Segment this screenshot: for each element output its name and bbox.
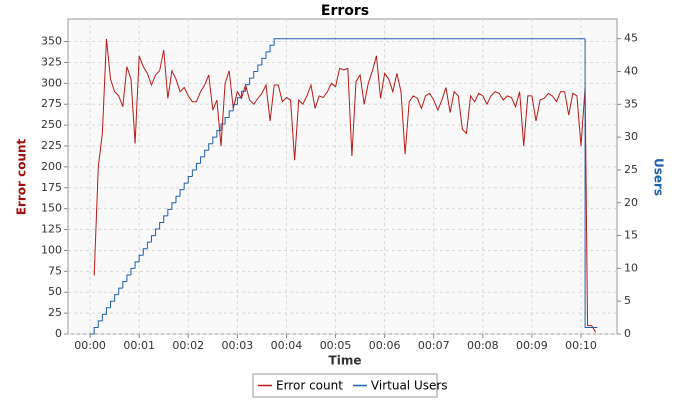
step-segment <box>200 156 205 164</box>
step-segment <box>155 228 160 236</box>
step-segment <box>101 313 107 321</box>
x-tick-label: 00:06 <box>369 339 401 352</box>
x-tick-label: 00:03 <box>222 339 254 352</box>
step-segment <box>183 182 189 190</box>
x-tick-label: 00:07 <box>418 339 450 352</box>
y-tick-label: 300 <box>41 76 62 89</box>
y2-tick-label: 25 <box>624 163 638 176</box>
step-segment <box>97 320 103 328</box>
plot-area <box>67 18 618 335</box>
step-segment <box>249 77 254 85</box>
y2-tick-label: 20 <box>624 196 638 209</box>
y2-tick-label: 40 <box>624 65 638 78</box>
y-tick-label: 150 <box>41 202 62 215</box>
step-segment <box>159 221 164 229</box>
step-segment <box>261 57 266 65</box>
step-segment <box>232 103 238 111</box>
x-tick-label: 00:04 <box>271 339 303 352</box>
legend-label: Error count <box>276 379 343 393</box>
step-segment <box>208 143 213 151</box>
x-tick-label: 00:00 <box>74 339 106 352</box>
step-segment <box>134 261 140 269</box>
y2-tick-label: 10 <box>624 261 638 274</box>
step-segment <box>273 38 586 46</box>
step-segment <box>584 38 598 328</box>
y-tick-label: 275 <box>41 97 62 110</box>
step-segment <box>191 169 197 177</box>
step-segment <box>167 208 172 216</box>
x-tick-label: 00:09 <box>516 339 548 352</box>
step-segment <box>216 130 221 138</box>
step-segment <box>105 307 111 315</box>
step-segment <box>236 97 242 105</box>
x-tick-label: 00:10 <box>565 339 597 352</box>
step-segment <box>204 149 209 157</box>
step-segment <box>138 254 144 262</box>
y2-tick-label: 15 <box>624 229 638 242</box>
step-segment <box>130 267 136 275</box>
y2-tick-label: 0 <box>624 327 631 340</box>
y-tick-label: 225 <box>41 139 62 152</box>
step-segment <box>163 215 168 223</box>
step-segment <box>212 136 217 144</box>
step-segment <box>179 189 185 197</box>
step-segment <box>118 287 123 295</box>
step-segment <box>245 84 250 92</box>
legend-label: Virtual Users <box>371 379 448 393</box>
step-segment <box>126 274 131 282</box>
y-tick-label: 325 <box>41 55 62 68</box>
y-tick-label: 100 <box>41 243 62 256</box>
legend-box <box>252 373 438 398</box>
step-segment <box>142 248 148 256</box>
x-tick-label: 00:02 <box>172 339 204 352</box>
y-tick-label: 125 <box>41 223 62 236</box>
step-segment <box>122 281 127 289</box>
y2-tick-label: 5 <box>624 294 631 307</box>
step-segment <box>146 241 152 249</box>
y-tick-label: 0 <box>55 327 62 340</box>
step-segment <box>257 64 262 72</box>
y2-tick-label: 30 <box>624 130 638 143</box>
step-segment <box>220 123 226 131</box>
x-tick-label: 00:08 <box>467 339 499 352</box>
y-axis-title: Error count <box>15 138 29 215</box>
step-segment <box>187 176 193 184</box>
step-segment <box>224 116 230 124</box>
y-tick-label: 175 <box>41 181 62 194</box>
step-segment <box>110 300 115 308</box>
y2-tick-label: 45 <box>624 32 638 45</box>
step-segment <box>171 202 176 210</box>
x-tick-label: 00:05 <box>320 339 352 352</box>
step-segment <box>114 294 119 302</box>
x-axis-title: Time <box>329 354 362 368</box>
y-tick-label: 75 <box>48 264 62 277</box>
step-segment <box>228 110 234 118</box>
chart-title: Errors <box>321 3 369 19</box>
step-segment <box>175 195 181 203</box>
y2-tick-label: 35 <box>624 97 638 110</box>
y-tick-label: 25 <box>48 306 62 319</box>
step-segment <box>195 162 201 170</box>
y-tick-label: 350 <box>41 35 62 48</box>
x-tick-label: 00:01 <box>123 339 155 352</box>
y-tick-label: 250 <box>41 118 62 131</box>
y-tick-label: 50 <box>48 285 62 298</box>
step-segment <box>93 326 99 334</box>
step-segment <box>240 90 246 98</box>
step-segment <box>265 51 271 59</box>
y2-axis-title: Users <box>652 158 666 196</box>
step-segment <box>253 71 258 79</box>
y-tick-label: 200 <box>41 160 62 173</box>
step-segment <box>150 235 156 243</box>
step-segment <box>269 44 275 52</box>
line <box>93 39 597 333</box>
